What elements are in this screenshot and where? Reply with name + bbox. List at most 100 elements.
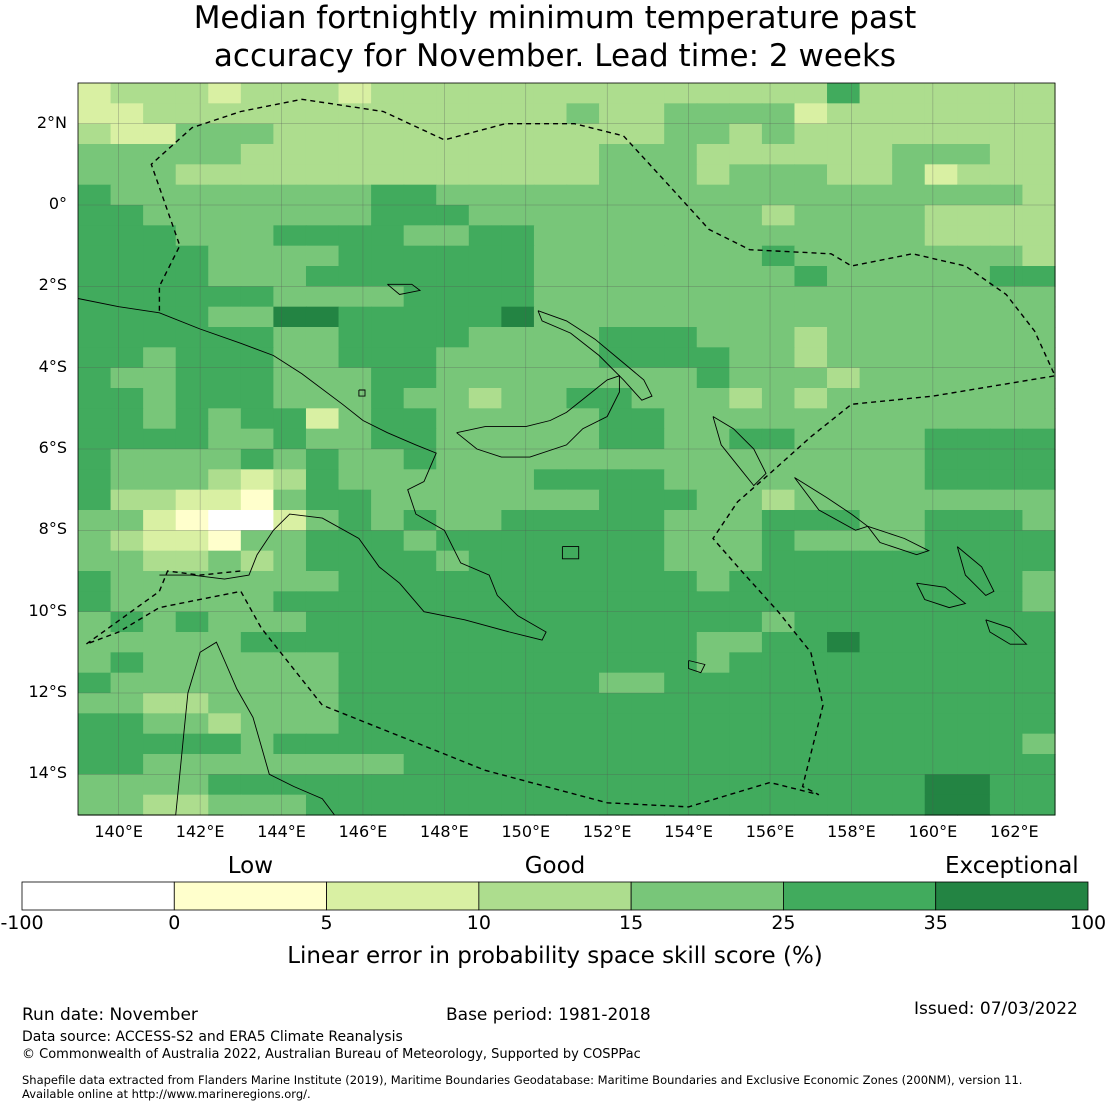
heatmap-cell	[957, 733, 991, 755]
longitude-label: 154°E	[664, 822, 713, 841]
heatmap-cell	[957, 103, 991, 125]
heatmap-cell	[566, 733, 600, 755]
heatmap-cell	[371, 428, 405, 450]
heatmap-cell	[599, 591, 633, 613]
heatmap-cell	[501, 449, 535, 470]
heatmap-cell	[827, 408, 861, 430]
heatmap-cell	[599, 611, 633, 633]
heatmap-cell	[371, 103, 405, 125]
heatmap-cell	[1022, 733, 1056, 755]
heatmap-cell	[631, 327, 665, 348]
heatmap-cell	[208, 794, 242, 816]
heatmap-cell	[1022, 469, 1056, 491]
heatmap-cell	[696, 83, 730, 104]
heatmap-cell	[501, 103, 535, 125]
heatmap-cell	[273, 449, 307, 470]
heatmap-cell	[208, 388, 242, 409]
heatmap-cell	[892, 733, 926, 755]
heatmap-cell	[436, 774, 470, 796]
heatmap-cell	[338, 408, 372, 430]
heatmap-cell	[273, 611, 307, 633]
heatmap-cell	[989, 205, 1024, 226]
heatmap-cell	[305, 733, 340, 755]
colorbar-segment	[478, 881, 632, 911]
heatmap-cell	[208, 367, 242, 389]
heatmap-cell	[403, 103, 437, 125]
heatmap-cell	[305, 408, 340, 430]
heatmap-cell	[729, 693, 763, 714]
heatmap-cell	[533, 550, 568, 572]
data-source: Data source: ACCESS-S2 and ERA5 Climate …	[22, 1029, 403, 1045]
colorbar-tick-label: 0	[168, 912, 181, 934]
heatmap-cell	[533, 123, 568, 145]
heatmap-cell	[761, 103, 796, 125]
heatmap-cell	[631, 591, 665, 613]
heatmap-cell	[696, 428, 730, 450]
heatmap-cell	[566, 469, 600, 491]
heatmap-cell	[468, 571, 502, 592]
heatmap-cell	[468, 266, 502, 287]
heatmap-cell	[631, 632, 665, 653]
heatmap-cell	[175, 672, 209, 694]
heatmap-cell	[533, 652, 568, 674]
heatmap-cell	[175, 408, 209, 430]
heatmap-cell	[240, 713, 274, 735]
heatmap-cell	[1022, 713, 1056, 735]
heatmap-cell	[436, 550, 470, 572]
heatmap-cell	[240, 449, 274, 470]
heatmap-cell	[859, 469, 893, 491]
heatmap-cell	[957, 144, 991, 165]
heatmap-cell	[794, 408, 828, 430]
heatmap-cell	[957, 367, 991, 389]
heatmap-cell	[273, 672, 307, 694]
heatmap-cell	[827, 428, 861, 450]
heatmap-cell	[794, 245, 828, 267]
heatmap-cell	[175, 550, 209, 572]
heatmap-cell	[989, 550, 1024, 572]
heatmap-cell	[631, 225, 665, 247]
heatmap-cell	[468, 632, 502, 653]
heatmap-cell	[1022, 774, 1056, 796]
heatmap-cell	[175, 103, 209, 125]
heatmap-cell	[175, 449, 209, 470]
heatmap-cell	[664, 693, 698, 714]
heatmap-cell	[436, 306, 470, 328]
heatmap-cell	[957, 428, 991, 450]
heatmap-cell	[208, 571, 242, 592]
heatmap-cell	[533, 164, 568, 186]
heatmap-cell	[859, 794, 893, 816]
heatmap-cell	[110, 123, 144, 145]
heatmap-cell	[208, 652, 242, 674]
heatmap-cell	[859, 144, 893, 165]
heatmap-cell	[175, 733, 209, 755]
heatmap-cell	[273, 550, 307, 572]
heatmap-cell	[599, 266, 633, 287]
heatmap-cell	[338, 591, 372, 613]
heatmap-cell	[599, 550, 633, 572]
longitude-label: 160°E	[908, 822, 958, 841]
heatmap-cell	[924, 327, 958, 348]
heatmap-cell	[468, 733, 502, 755]
heatmap-cell	[664, 388, 698, 409]
heatmap-cell	[533, 144, 568, 165]
graticule	[78, 83, 1055, 815]
heatmap-cell	[143, 672, 177, 694]
heatmap-cell	[566, 184, 600, 206]
heatmap-cell	[696, 550, 730, 572]
heatmap-cell	[403, 449, 437, 470]
heatmap-cell	[143, 245, 177, 267]
heatmap-cell	[761, 530, 796, 552]
heatmap-cell	[175, 164, 209, 186]
heatmap-cell	[957, 327, 991, 348]
heatmap-cell	[208, 164, 242, 186]
heatmap-cell	[696, 733, 730, 755]
heatmap-cell	[761, 286, 796, 308]
heatmap-cell	[761, 794, 796, 816]
heatmap-cell	[924, 733, 958, 755]
heatmap-cell	[924, 388, 958, 409]
heatmap-cell	[924, 591, 958, 613]
heatmap-cell	[599, 449, 633, 470]
heatmap-cell	[566, 266, 600, 287]
colorbar-segment	[935, 881, 1089, 911]
heatmap-cell	[338, 367, 372, 389]
